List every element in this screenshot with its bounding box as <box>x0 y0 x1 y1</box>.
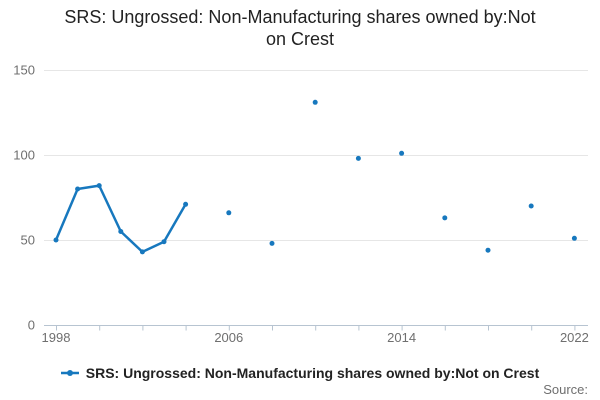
data-point <box>269 240 275 246</box>
data-point <box>399 150 405 156</box>
chart-title-line1: SRS: Ungrossed: Non-Manufacturing shares… <box>64 7 536 27</box>
data-point <box>96 183 102 189</box>
chart-title-line2: on Crest <box>265 28 335 49</box>
chart-title: SRS: Ungrossed: Non-Manufacturing shares… <box>0 7 600 51</box>
data-point <box>183 201 189 207</box>
data-point <box>53 237 59 243</box>
data-point <box>485 247 491 253</box>
legend-item[interactable]: SRS: Ungrossed: Non-Manufacturing shares… <box>0 365 600 381</box>
x-axis-tick-label: 1998 <box>42 330 71 345</box>
data-point <box>118 229 124 234</box>
data-point <box>226 210 232 216</box>
data-point <box>161 239 167 245</box>
chart-plot-area: 0 50 100 150 1998 2006 2014 2022 <box>13 63 589 346</box>
y-axis-tick-label: 100 <box>13 148 35 163</box>
data-point <box>312 99 318 105</box>
data-point <box>442 215 448 221</box>
x-axis-tick-label: 2022 <box>560 330 589 345</box>
data-point <box>75 186 81 192</box>
data-point <box>528 203 534 209</box>
source-label: Source: <box>543 382 588 397</box>
x-axis-tick-label: 2014 <box>387 330 416 345</box>
y-axis-tick-label: 150 <box>13 63 35 78</box>
data-point <box>355 155 361 161</box>
y-axis-tick-label: 50 <box>21 233 35 248</box>
legend-line-dot-icon <box>60 370 79 376</box>
y-axis-tick-label: 0 <box>28 318 35 333</box>
data-point <box>571 235 577 241</box>
x-axis-tick-label: 2006 <box>214 330 243 345</box>
legend-label: SRS: Ungrossed: Non-Manufacturing shares… <box>85 365 540 381</box>
data-point <box>139 249 145 255</box>
